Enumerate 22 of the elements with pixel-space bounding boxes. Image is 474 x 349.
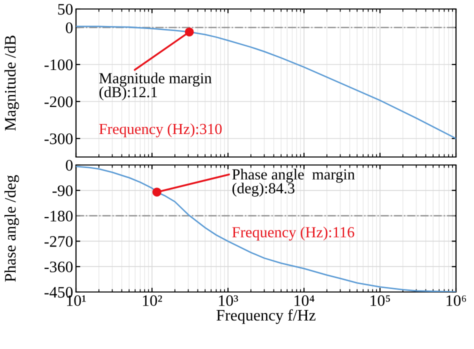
y-tick-label: -270 bbox=[44, 236, 73, 247]
annotation: Phase angle margin (deg):84.3 bbox=[232, 168, 355, 197]
y-axis-title: Magnitude /dB bbox=[4, 36, 19, 131]
annotation: Frequency (Hz):310 bbox=[99, 123, 222, 138]
x-tick-label: 10³ bbox=[219, 295, 238, 306]
y-tick-label: -360 bbox=[44, 262, 73, 272]
x-tick-label: 10⁶ bbox=[446, 295, 466, 306]
y-tick-label: -180 bbox=[44, 210, 73, 222]
y-tick-label: -200 bbox=[44, 96, 73, 108]
annotation: Frequency (Hz):116 bbox=[232, 226, 354, 241]
y-tick-label: 50 bbox=[58, 4, 73, 15]
x-tick-label: 10² bbox=[143, 295, 162, 306]
y-tick-label: -90 bbox=[52, 185, 73, 196]
x-tick-label: 10⁴ bbox=[294, 295, 314, 306]
x-axis-title: Frequency f/Hz bbox=[216, 309, 316, 324]
x-tick-label: 10⁵ bbox=[370, 295, 390, 306]
y-axis-title: Phase angle /deg bbox=[4, 175, 19, 282]
y-tick-label: 0 bbox=[66, 22, 73, 34]
y-tick-label: -300 bbox=[44, 133, 73, 144]
y-tick-label: 0 bbox=[66, 160, 73, 171]
annotation: Magnitude margin (dB):12.1 bbox=[99, 72, 212, 100]
y-tick-label: -100 bbox=[44, 59, 73, 70]
